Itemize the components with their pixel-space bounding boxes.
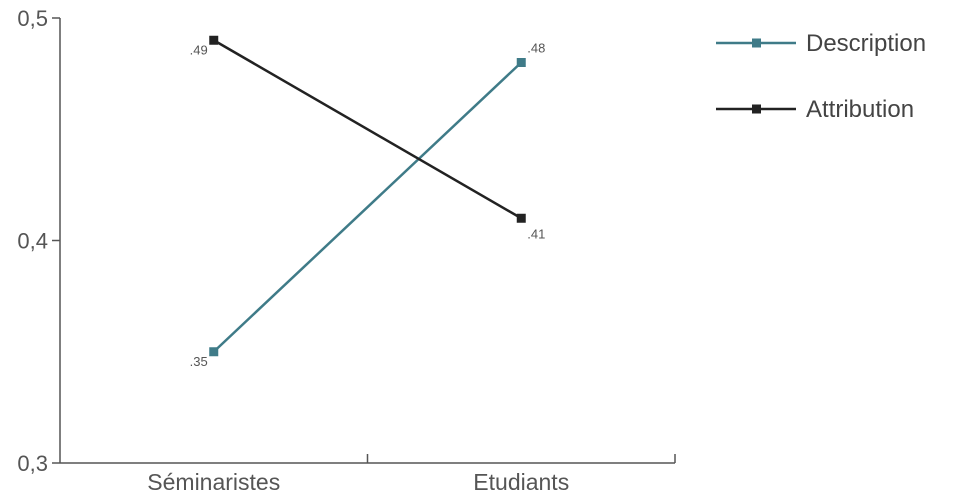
series-line-attribution	[213, 39, 522, 220]
data-label: .41	[527, 226, 545, 241]
x-ticks: Séminaristes Etudiants	[147, 454, 676, 495]
data-point-description	[516, 58, 526, 67]
y-ticks: 0,3 0,4 0,5	[17, 6, 60, 476]
x-category-label: Etudiants	[473, 469, 569, 495]
legend-marker-description	[752, 38, 761, 48]
series-line-description	[212, 61, 523, 353]
data-point-description	[209, 347, 219, 357]
legend-label-attribution: Attribution	[806, 96, 914, 123]
legend: Description Attribution	[716, 30, 926, 123]
series-group: .35 .48 .49 .41	[190, 35, 545, 369]
axes	[59, 18, 675, 464]
legend-label-description: Description	[806, 30, 926, 57]
data-point-attribution	[516, 213, 526, 223]
data-label: .49	[190, 42, 208, 57]
legend-marker-attribution	[752, 104, 761, 114]
x-category-label: Séminaristes	[147, 469, 280, 495]
data-label: .35	[190, 354, 208, 369]
data-point-attribution	[209, 35, 219, 45]
y-tick-label: 0,5	[17, 6, 48, 31]
y-tick-label: 0,4	[17, 229, 48, 254]
y-tick-label: 0,3	[17, 451, 48, 476]
data-label: .48	[527, 41, 545, 56]
